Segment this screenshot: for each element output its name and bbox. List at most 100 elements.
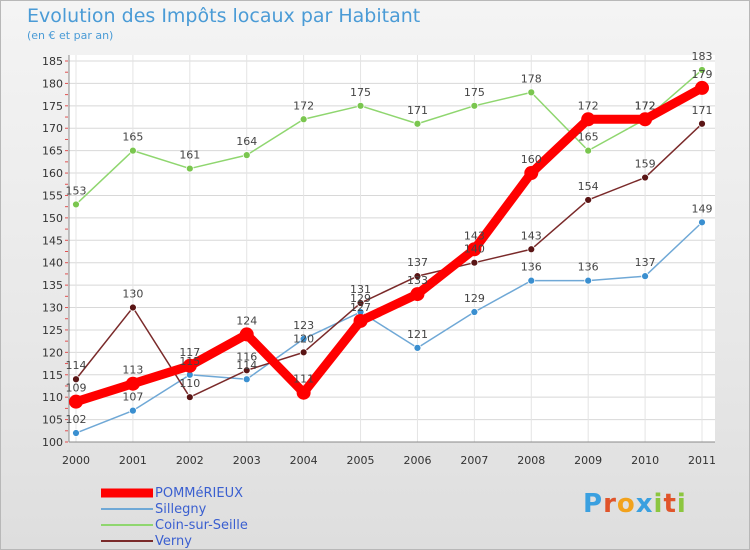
data-label: 172 xyxy=(635,99,656,112)
data-label: 161 xyxy=(179,149,200,162)
legend-item-pommerieux: POMMéRIEUX xyxy=(99,485,248,501)
data-point xyxy=(72,429,80,437)
data-label: 133 xyxy=(407,274,428,287)
data-point xyxy=(353,313,368,328)
data-point xyxy=(470,101,479,110)
x-tick-label: 2010 xyxy=(631,454,659,467)
data-label: 131 xyxy=(350,283,371,296)
legend-item-coin-sur-seille: Coin-sur-Seille xyxy=(99,517,248,533)
data-point xyxy=(299,335,308,343)
data-label: 172 xyxy=(635,99,656,112)
data-point xyxy=(470,258,479,267)
data-point xyxy=(299,348,308,357)
data-label: 178 xyxy=(521,72,542,85)
data-point xyxy=(299,115,308,124)
series-line-3 xyxy=(75,123,703,398)
data-point xyxy=(584,146,593,155)
legend-swatch-sillegny xyxy=(101,508,153,510)
data-point xyxy=(524,166,539,181)
data-point xyxy=(413,272,422,281)
data-label: 114 xyxy=(66,359,87,372)
data-label: 136 xyxy=(521,261,542,274)
data-label: 120 xyxy=(293,332,314,345)
data-point xyxy=(470,308,479,316)
plot-area xyxy=(69,55,715,442)
data-label: 154 xyxy=(578,180,599,193)
x-tick-label: 2005 xyxy=(347,454,375,467)
legend: POMMéRIEUX Sillegny Coin-sur-Seille Vern… xyxy=(99,485,248,549)
data-label: 130 xyxy=(122,288,143,301)
data-point xyxy=(581,112,596,127)
proxiti-logo: Proxiti xyxy=(583,489,687,519)
data-label: 136 xyxy=(578,261,599,274)
data-point xyxy=(72,200,80,209)
legend-swatch-coin-sur-seille xyxy=(101,524,153,526)
data-label: 129 xyxy=(350,292,371,305)
data-label: 107 xyxy=(122,391,143,404)
y-tick-label: 110 xyxy=(42,391,63,404)
data-label: 137 xyxy=(635,256,656,269)
data-label: 110 xyxy=(179,377,200,390)
data-label: 175 xyxy=(464,86,485,99)
x-tick-label: 2004 xyxy=(290,454,318,467)
logo-letter: P xyxy=(583,489,604,519)
data-point xyxy=(527,245,536,254)
x-tick-label: 2000 xyxy=(62,454,90,467)
data-point xyxy=(527,276,536,285)
data-label: 113 xyxy=(122,364,143,377)
logo-letter: t xyxy=(663,489,677,519)
data-point xyxy=(413,119,422,128)
data-point xyxy=(296,385,311,400)
data-point xyxy=(698,66,706,74)
data-point xyxy=(641,173,649,182)
data-label: 153 xyxy=(66,184,87,197)
data-point xyxy=(527,88,536,97)
data-label: 116 xyxy=(236,350,257,363)
series-line-0 xyxy=(74,83,705,406)
legend-item-sillegny: Sillegny xyxy=(99,501,248,517)
data-label: 137 xyxy=(407,256,428,269)
legend-swatch-pommerieux xyxy=(101,488,153,498)
data-point xyxy=(584,196,593,204)
data-label: 165 xyxy=(578,131,599,144)
x-tick-label: 2006 xyxy=(403,454,431,467)
y-tick-label: 140 xyxy=(42,257,63,270)
data-label: 143 xyxy=(521,229,542,242)
data-label: 172 xyxy=(578,99,599,112)
y-tick-label: 105 xyxy=(42,414,63,427)
data-point xyxy=(182,358,197,373)
data-label: 127 xyxy=(350,301,371,314)
logo-letter: x xyxy=(635,489,654,519)
data-label: 171 xyxy=(407,104,428,117)
data-point xyxy=(356,299,365,307)
y-tick-label: 185 xyxy=(42,55,63,68)
data-point xyxy=(641,272,649,281)
logo-letter: r xyxy=(603,489,617,519)
data-label: 115 xyxy=(179,355,200,368)
data-label: 172 xyxy=(293,99,314,112)
logo-letter: o xyxy=(616,489,636,519)
data-label: 165 xyxy=(122,131,143,144)
data-label: 123 xyxy=(293,319,314,332)
y-tick-label: 180 xyxy=(42,77,63,90)
chart-subtitle: (en € et par an) xyxy=(27,29,114,42)
data-point xyxy=(638,112,653,127)
data-label: 160 xyxy=(521,153,542,166)
x-tick-label: 2002 xyxy=(176,454,204,467)
data-point xyxy=(239,327,254,342)
data-point xyxy=(185,393,194,402)
data-label: 102 xyxy=(66,413,87,426)
y-tick-label: 100 xyxy=(42,436,63,449)
data-label: 121 xyxy=(407,328,428,341)
x-tick-label: 2011 xyxy=(688,454,716,467)
x-tick-label: 2008 xyxy=(517,454,545,467)
logo-letter: i xyxy=(676,489,687,519)
data-point xyxy=(125,376,140,391)
y-tick-label: 135 xyxy=(42,279,63,292)
data-label: 111 xyxy=(293,373,314,386)
data-label: 149 xyxy=(692,202,713,215)
x-tick-label: 2003 xyxy=(233,454,261,467)
data-label: 129 xyxy=(464,292,485,305)
data-label: 159 xyxy=(635,158,656,171)
